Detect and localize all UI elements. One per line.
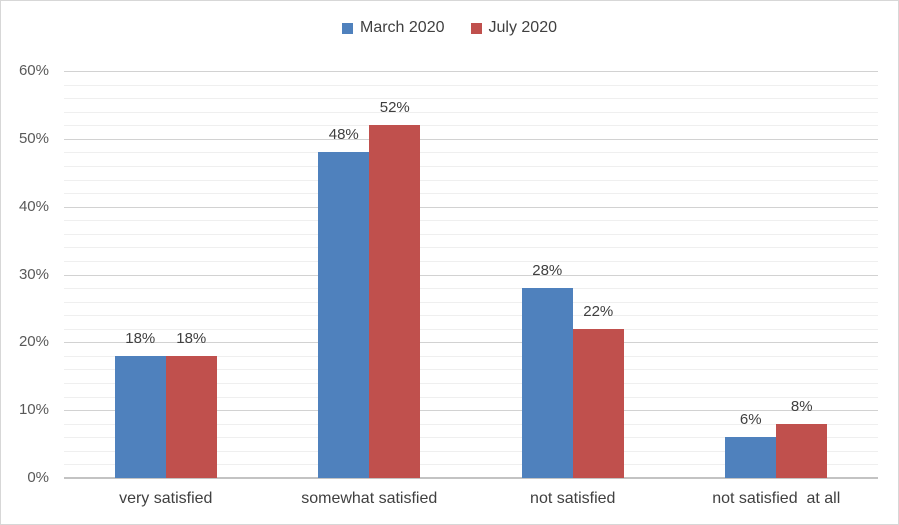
y-axis-tick-label: 0%: [27, 469, 49, 486]
gridline-major: [64, 206, 878, 208]
gridline-minor: [64, 369, 878, 371]
bar-july-2020-4: [776, 423, 828, 478]
bar-value-label: 52%: [379, 99, 410, 117]
gridline-major: [64, 71, 878, 72]
bar-march-2020-1: [114, 355, 166, 478]
x-axis-category-label: not satisfied at all: [712, 490, 841, 507]
gridline-minor: [64, 396, 878, 398]
x-axis-category-label: somewhat satisfied: [301, 490, 438, 507]
gridline-minor: [64, 260, 878, 262]
y-axis-tick-label: 10%: [18, 401, 49, 419]
gridline-minor: [64, 165, 878, 167]
bar-july-2020-2: [369, 125, 421, 478]
x-axis-category-label: very satisfied: [119, 490, 213, 507]
y-axis-tick-label: 30%: [18, 265, 49, 283]
legend-item-march-2020: March 2020: [342, 18, 445, 38]
x-axis-line: [64, 477, 878, 479]
gridline-minor: [64, 152, 878, 154]
gridline-minor: [64, 328, 878, 330]
gridline-minor: [64, 288, 878, 290]
legend-label-july-2020: July 2020: [488, 19, 558, 36]
gridline-major: [64, 342, 878, 344]
legend-label-march-2020: March 2020: [360, 19, 445, 36]
bar-value-label: 8%: [790, 397, 813, 415]
gridline-minor: [64, 247, 878, 249]
gridline-minor: [64, 383, 878, 385]
y-axis-tick-label: 50%: [18, 129, 49, 147]
y-axis-tick-label: 60%: [18, 62, 49, 79]
gridline-minor: [64, 220, 878, 222]
bar-value-label: 6%: [739, 411, 762, 429]
legend-swatch-july-2020-icon: [470, 22, 482, 34]
gridline-minor: [64, 423, 878, 425]
gridline-minor: [64, 84, 878, 86]
bar-march-2020-4: [725, 437, 777, 478]
gridline-minor: [64, 179, 878, 181]
gridline-minor: [64, 315, 878, 317]
bar-value-label: 48%: [328, 126, 359, 144]
gridline-minor: [64, 125, 878, 127]
gridline-major: [64, 410, 878, 412]
bar-july-2020-3: [572, 328, 624, 478]
gridline-minor: [64, 301, 878, 303]
gridline-minor: [64, 193, 878, 195]
gridline-minor: [64, 437, 878, 439]
bar-value-label: 28%: [532, 262, 563, 280]
gridline-minor: [64, 233, 878, 235]
gridline-minor: [64, 355, 878, 357]
bar-march-2020-2: [318, 152, 370, 478]
y-axis-tick-label: 40%: [18, 197, 49, 215]
x-axis-category-label: not satisfied: [530, 490, 616, 507]
legend-swatch-march-2020-icon: [342, 22, 353, 34]
chart-legend: March 2020 July 2020: [1, 16, 898, 40]
bar-july-2020-1: [165, 355, 217, 478]
legend-item-july-2020: July 2020: [470, 18, 558, 38]
bar-value-label: 18%: [176, 329, 207, 347]
gridline-minor: [64, 464, 878, 466]
gridline-major: [64, 274, 878, 276]
bar-value-label: 22%: [583, 302, 614, 320]
gridline-major: [64, 138, 878, 140]
bar-value-label: 18%: [125, 329, 156, 347]
bar-march-2020-3: [521, 288, 573, 478]
gridline-minor: [64, 98, 878, 100]
y-axis-tick-label: 20%: [18, 333, 49, 351]
gridline-minor: [64, 450, 878, 452]
gridline-minor: [64, 111, 878, 113]
